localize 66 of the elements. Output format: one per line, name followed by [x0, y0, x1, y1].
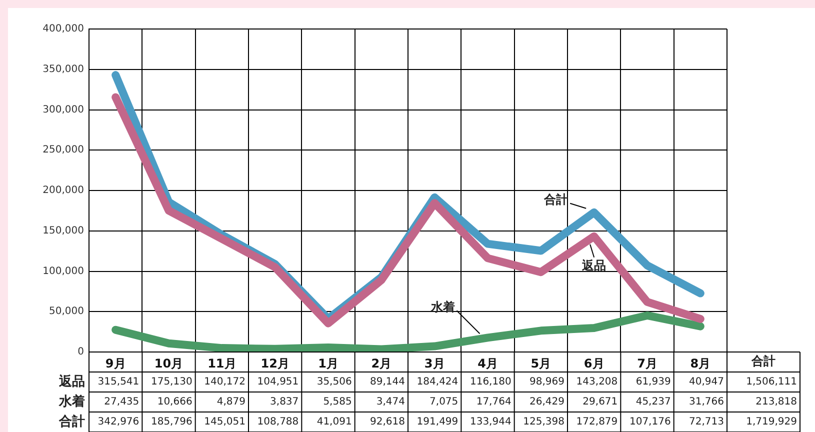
data-label: 107,176: [629, 416, 671, 428]
y-tick-label: 350,000: [42, 64, 84, 75]
text: 水着: [59, 394, 85, 410]
x-tick-label: 12月: [260, 356, 290, 370]
text: 合計: [59, 414, 85, 430]
text: 1,506,111: [746, 376, 797, 388]
data-label: 140,172: [204, 376, 246, 388]
text: 1,719,929: [746, 416, 797, 428]
data-label: 315,541: [98, 376, 140, 388]
data-label: 3,474: [376, 396, 405, 408]
y-tick-label: 100,000: [42, 266, 84, 277]
y-tick-label: 300,000: [42, 104, 84, 116]
x-tick-label: 5月: [530, 356, 552, 370]
data-label: 89,144: [370, 376, 405, 388]
data-label: 116,180: [470, 376, 512, 388]
x-tick-label: 10月: [154, 356, 184, 370]
y-tick-label: 50,000: [49, 306, 84, 318]
x-tick-label: 7月: [637, 356, 658, 370]
y-tick-label: 0: [78, 346, 84, 358]
text: 水着: [430, 300, 455, 314]
data-label: 143,208: [576, 376, 618, 388]
text: 合計: [750, 354, 776, 368]
data-label: 172,879: [576, 416, 618, 428]
x-tick-label: 3月: [424, 356, 445, 370]
data-label: 40,947: [689, 376, 724, 388]
data-label: 175,130: [150, 376, 192, 388]
data-label: 342,976: [98, 416, 140, 428]
y-tick-label: 400,000: [42, 24, 84, 35]
data-label: 184,424: [416, 376, 458, 388]
data-label: 26,429: [530, 396, 564, 408]
series-label: 返品: [581, 258, 606, 272]
data-label: 7,075: [430, 396, 458, 408]
data-label: 4,879: [216, 396, 246, 408]
data-label: 17,764: [476, 396, 512, 408]
y-tick-label: 150,000: [42, 225, 84, 236]
data-label: 133,944: [470, 416, 512, 428]
data-label: 125,398: [523, 416, 564, 428]
data-label: 98,969: [530, 376, 564, 388]
data-label: 5,585: [323, 396, 352, 408]
data-label: 92,618: [370, 416, 405, 428]
y-tick-label: 200,000: [42, 185, 84, 196]
data-label: 108,788: [257, 416, 299, 428]
data-label: 72,713: [689, 416, 724, 428]
data-label: 29,671: [582, 396, 618, 408]
text: 返品: [59, 374, 85, 390]
x-tick-label: 11月: [208, 356, 236, 370]
y-tick-label: 250,000: [42, 144, 84, 156]
x-tick-label: 8月: [690, 356, 711, 370]
x-tick-label: 9月: [105, 356, 126, 370]
data-label: 10,666: [157, 396, 192, 408]
x-tick-label: 6月: [584, 356, 604, 370]
data-label: 61,939: [636, 376, 671, 388]
x-tick-label: 2月: [371, 356, 392, 370]
data-label: 191,499: [416, 416, 458, 428]
data-label: 41,091: [316, 416, 352, 428]
data-label: 3,837: [270, 396, 299, 408]
x-tick-label: 4月: [478, 356, 498, 370]
data-label: 145,051: [204, 416, 246, 428]
data-label: 185,796: [150, 416, 192, 428]
data-label: 104,951: [257, 376, 299, 388]
data-label: 35,506: [316, 376, 352, 388]
data-label: 45,237: [636, 396, 671, 408]
data-label: 31,766: [689, 396, 724, 408]
text: 213,818: [756, 396, 797, 408]
data-label: 27,435: [104, 396, 140, 408]
x-tick-label: 1月: [318, 356, 338, 370]
